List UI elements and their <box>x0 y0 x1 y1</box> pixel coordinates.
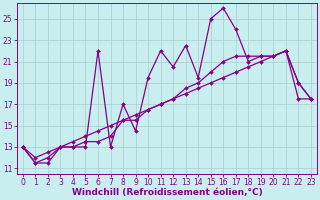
X-axis label: Windchill (Refroidissement éolien,°C): Windchill (Refroidissement éolien,°C) <box>72 188 262 197</box>
